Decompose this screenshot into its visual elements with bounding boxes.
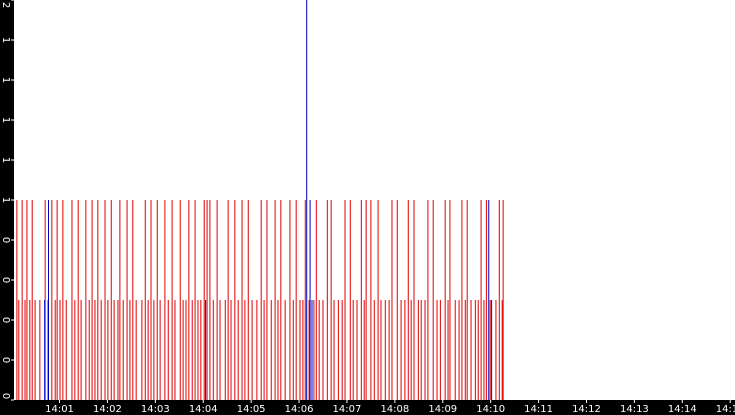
y-axis-strip: [0, 0, 14, 415]
x-tick-label: 14:10: [476, 404, 505, 415]
y-tick-label: 0: [0, 237, 11, 243]
x-tick-label: 14:09: [428, 404, 457, 415]
y-tick-label: 0: [0, 277, 11, 283]
y-tick-label: 0: [0, 357, 11, 363]
x-axis-strip: [0, 400, 735, 415]
x-tick-label: 14:13: [620, 404, 649, 415]
x-tick-label: 14:02: [93, 404, 122, 415]
y-tick-label: 0: [0, 317, 11, 323]
y-tick-label: 0: [0, 393, 11, 399]
y-tick-label: 2: [0, 2, 11, 8]
y-tick-label: 1: [0, 157, 11, 163]
y-tick-label: 1: [0, 37, 11, 43]
x-tick-label: 14:03: [141, 404, 170, 415]
x-tick-label: 14:04: [189, 404, 218, 415]
x-tick-label: 14:08: [380, 404, 409, 415]
y-tick-label: 1: [0, 77, 11, 83]
x-tick-label: 14:07: [333, 404, 362, 415]
x-tick-label: 14:01: [45, 404, 74, 415]
x-tick-label: 14:15: [716, 404, 735, 415]
y-tick-label: 1: [0, 197, 11, 203]
x-tick-label: 14:12: [572, 404, 601, 415]
x-tick-label: 14:05: [237, 404, 266, 415]
x-tick-label: 14:14: [668, 404, 697, 415]
y-tick-label: 1: [0, 117, 11, 123]
x-tick-label: 14:11: [524, 404, 553, 415]
x-tick-label: 14:06: [285, 404, 314, 415]
